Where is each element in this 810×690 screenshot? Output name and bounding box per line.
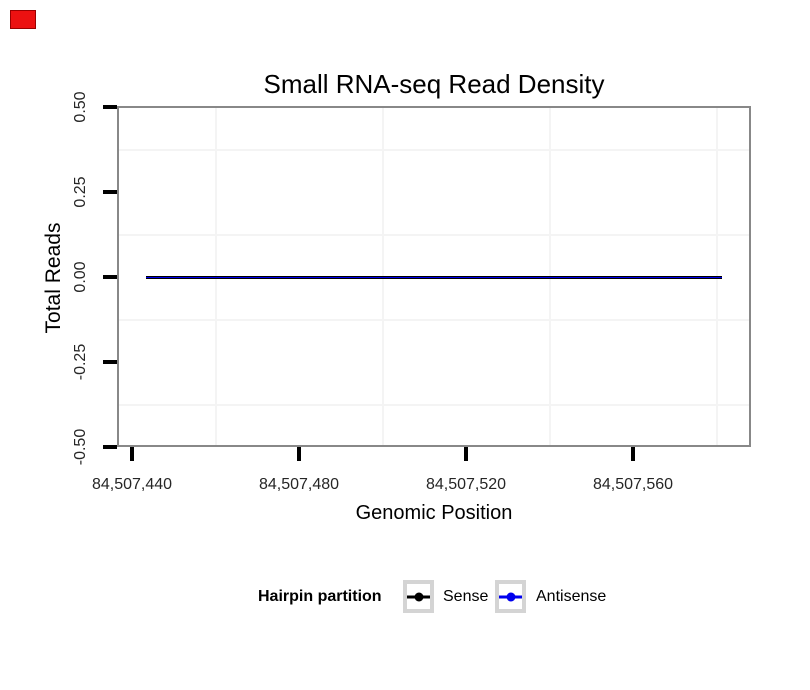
y-tick-label: -0.50 [72,428,89,466]
y-axis-tick [103,190,117,194]
y-tick-label: 0.50 [72,91,89,123]
chart-title: Small RNA-seq Read Density [263,69,605,99]
red-annotation-marker [10,10,36,29]
y-tick-label: -0.25 [72,343,89,381]
x-axis-tick [464,447,468,461]
legend-title: Hairpin partition [258,588,382,605]
x-axis-tick [297,447,301,461]
x-tick-label: 84,507,440 [91,476,173,493]
gridline-horizontal-minor [119,404,749,406]
legend-key-antisense [495,580,526,613]
x-tick-label: 84,507,480 [258,476,340,493]
x-axis-tick [631,447,635,461]
y-tick-label: 0.25 [72,176,89,208]
legend-label-antisense: Antisense [536,588,607,605]
x-tick-label: 84,507,560 [592,476,674,493]
gridline-horizontal-minor [119,319,749,321]
y-axis-tick [103,105,117,109]
y-axis-tick [103,275,117,279]
gridline-horizontal-minor [119,234,749,236]
x-tick-label: 84,507,520 [425,476,507,493]
x-axis-title: Genomic Position [355,502,513,524]
gridline-horizontal-minor [119,149,749,151]
antisense-point-icon [506,592,515,601]
y-axis-tick [103,445,117,449]
legend-label-sense: Sense [443,588,489,605]
y-axis-tick [103,360,117,364]
legend-key-sense [403,580,434,613]
plot-panel-border [117,106,751,447]
y-axis-title: Total Reads [42,222,65,334]
antisense-series-line [146,277,722,278]
x-axis-tick [130,447,134,461]
sense-point-icon [414,592,423,601]
y-tick-label: 0.00 [72,261,89,293]
